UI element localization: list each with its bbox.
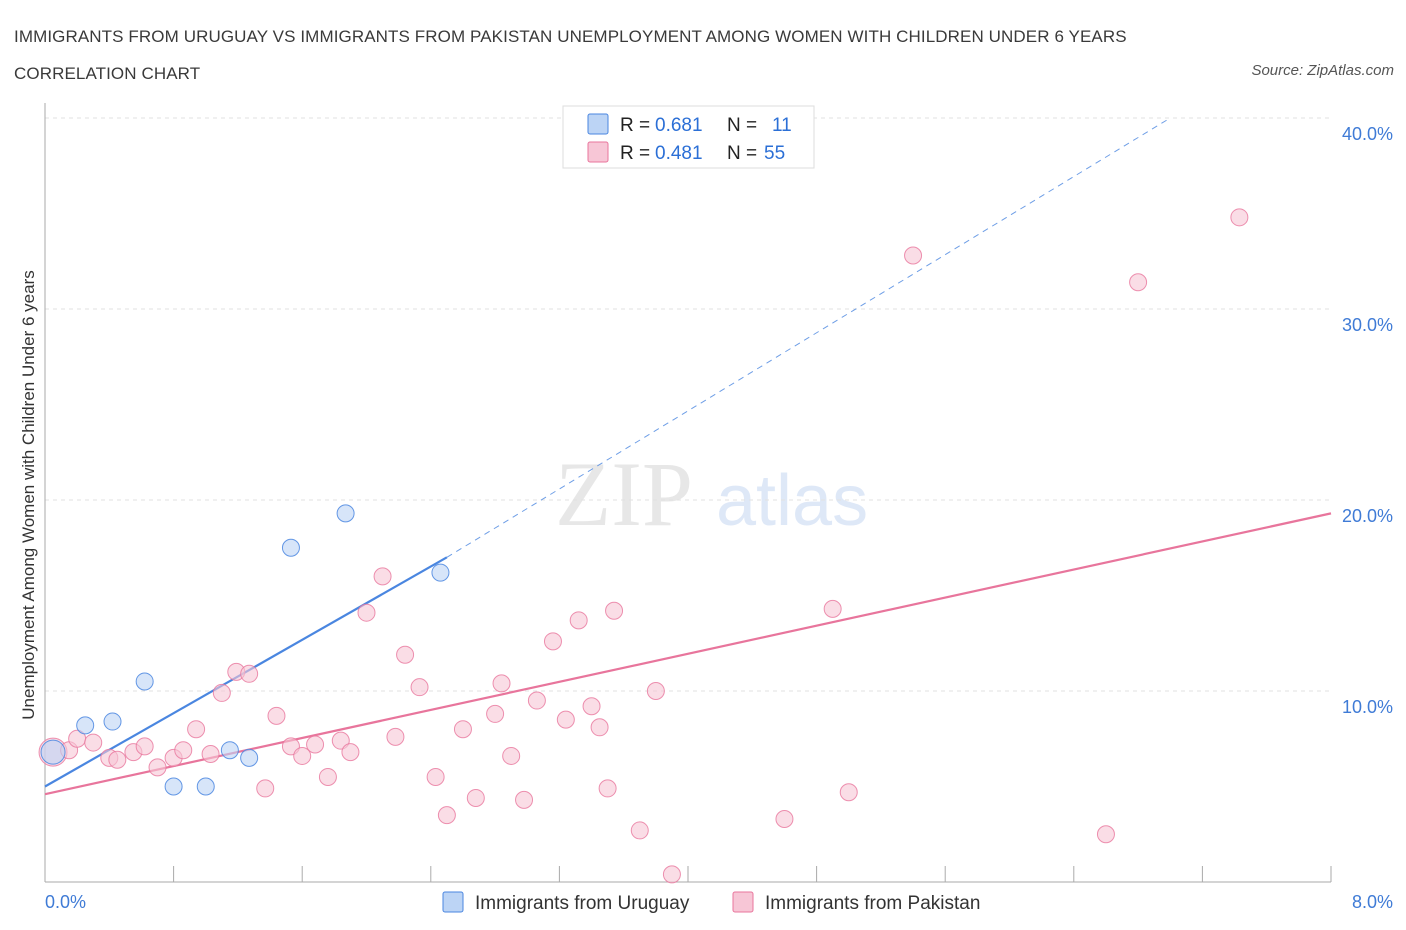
pakistan-point [453,720,472,739]
bottom-legend-pakistan-label: Immigrants from Pakistan [765,893,980,914]
uruguay-point [281,538,300,557]
legend-pakistan-r-value: 0.481 [655,143,703,164]
y-axis-tick-labels: 10.0% 20.0% 30.0% 40.0% [1342,124,1393,717]
pakistan-point [318,767,337,786]
pakistan-point [240,664,259,683]
pakistan-point [492,674,511,693]
pakistan-point [256,779,275,798]
stats-legend: R = 0.681 N = 11 R = 0.481 N = 55 [562,105,815,169]
pakistan-point [331,731,350,750]
pakistan-point [437,806,456,825]
uruguay-point [240,748,259,767]
pakistan-point [556,710,575,729]
pakistan-point [582,697,601,716]
bottom-legend-pakistan-swatch [732,891,754,913]
pakistan-point [187,720,206,739]
pakistan-point [515,790,534,809]
pakistan-point [646,682,665,700]
pakistan-point [1129,273,1148,292]
legend-uruguay-r-value: 0.681 [655,115,703,136]
pakistan-point [1230,208,1249,227]
watermark-zip: ZIP [555,443,693,545]
pakistan-point [839,783,858,802]
legend-uruguay-r-label: R = [620,115,650,136]
pakistan-point [569,611,588,630]
pakistan-point [466,788,485,807]
gridlines [45,117,1331,692]
pakistan-point [410,678,429,697]
pakistan-point [590,718,609,737]
legend-uruguay-n-label: N = [727,115,757,136]
pakistan-point [293,746,312,765]
pakistan-point [84,733,103,752]
y-tick-label: 20.0% [1342,506,1393,526]
pakistan-point [373,567,392,586]
pakistan-point [174,741,193,760]
series-legend: Immigrants from Uruguay Immigrants from … [442,891,980,914]
uruguay-point [76,716,95,735]
pakistan-point [486,704,505,723]
pakistan-point [135,737,154,756]
uruguay-point [135,672,154,691]
pakistan-point [823,599,842,618]
watermark-atlas: atlas [716,461,868,541]
y-tick-label: 30.0% [1342,315,1393,335]
pakistan-point [527,691,546,710]
uruguay-points [40,504,450,796]
y-tick-label: 40.0% [1342,124,1393,144]
pakistan-point [386,727,405,746]
pakistan-point [630,821,649,840]
pakistan-point [662,865,681,884]
pakistan-point [306,735,325,754]
legend-pakistan-swatch [587,141,609,163]
legend-pakistan-n-value: 55 [764,143,785,164]
pakistan-point [212,683,231,702]
uruguay-point [431,563,450,582]
uruguay-point [196,777,215,796]
y-tick-label: 10.0% [1342,697,1393,717]
legend-uruguay-swatch [587,113,609,135]
pakistan-points [38,208,1249,884]
y-axis-label: Unemployment Among Women with Children U… [19,270,38,719]
uruguay-trend-extension [446,117,1171,558]
pakistan-point [341,743,360,762]
bottom-legend-uruguay-swatch [442,891,464,913]
pakistan-point [904,246,923,265]
uruguay-point [103,712,122,731]
chart-title: IMMIGRANTS FROM URUGUAY VS IMMIGRANTS FR… [14,27,1127,83]
uruguay-point [164,777,183,796]
pakistan-point [605,601,624,620]
pakistan-point [543,632,562,651]
pakistan-point [108,750,127,769]
legend-pakistan-r-label: R = [620,143,650,164]
uruguay-point [220,741,239,760]
pakistan-trend-group [44,512,1332,796]
pakistan-point [598,779,617,798]
pakistan-point [426,767,445,786]
uruguay-point [40,739,66,765]
pakistan-point [201,745,220,764]
x-tick-label-min: 0.0% [45,892,86,912]
source-label: Source: ZipAtlas.com [1251,62,1394,79]
uruguay-point [336,504,355,523]
pakistan-point [357,603,376,622]
x-axis-ticks [173,866,1332,882]
pakistan-point [502,746,521,765]
x-tick-label-max: 8.0% [1352,892,1393,912]
pakistan-point [148,758,167,777]
bottom-legend-uruguay-label: Immigrants from Uruguay [475,893,690,914]
pakistan-point [396,645,415,664]
pakistan-point [775,809,794,828]
pakistan-point [267,706,286,725]
legend-pakistan-n-label: N = [727,143,757,164]
pakistan-trend-line [44,512,1332,796]
legend-uruguay-n-value: 11 [772,115,792,136]
pakistan-point [1096,825,1115,844]
